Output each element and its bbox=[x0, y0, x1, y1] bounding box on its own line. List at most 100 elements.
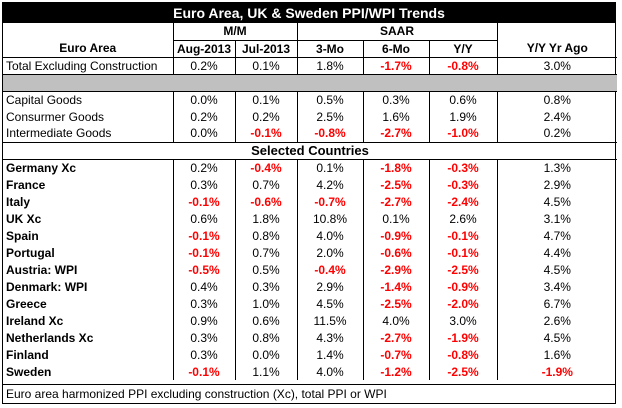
value-cell: 4.7% bbox=[496, 227, 618, 244]
value-cell: 2.6% bbox=[428, 210, 498, 227]
group-blank-right bbox=[496, 23, 618, 40]
value-cell: 4.2% bbox=[296, 176, 364, 193]
row-label: UK Xc bbox=[6, 211, 42, 226]
row-label: Spain bbox=[6, 228, 39, 243]
value-cell: 1.0% bbox=[234, 295, 298, 312]
group-header-row: M/M SAAR bbox=[3, 23, 618, 41]
row-label: France bbox=[6, 177, 46, 192]
table-title: Euro Area, UK & Sweden PPI/WPI Trends bbox=[3, 3, 615, 23]
value-cell: 0.3% bbox=[172, 176, 235, 193]
value-cell: 4.0% bbox=[362, 312, 430, 329]
table-row: Portugal -0.1% 0.7% 2.0% -0.6% -0.1% 4.4% bbox=[3, 244, 618, 261]
value-cell: -0.1% bbox=[428, 244, 498, 261]
value-cell: 4.5% bbox=[496, 329, 618, 346]
column-header: Jul-2013 bbox=[234, 40, 298, 58]
value-cell: -0.1% bbox=[234, 125, 298, 142]
value-cell: -0.5% bbox=[172, 261, 235, 278]
value-cell: -1.8% bbox=[362, 159, 430, 176]
table-row: Greece 0.3% 1.0% 4.5% -2.5% -2.0% 6.7% bbox=[3, 295, 618, 312]
value-cell: -0.1% bbox=[172, 244, 235, 261]
value-cell: -2.7% bbox=[362, 125, 430, 142]
value-cell: -1.2% bbox=[362, 363, 430, 380]
value-cell: 11.5% bbox=[296, 312, 364, 329]
section-row: Selected Countries bbox=[3, 141, 618, 160]
value-cell: 3.4% bbox=[496, 278, 618, 295]
value-cell: 3.0% bbox=[496, 57, 618, 74]
value-cell: -0.6% bbox=[362, 244, 430, 261]
table-row: France 0.3% 0.7% 4.2% -2.5% -0.3% 2.9% bbox=[3, 176, 618, 193]
row-label: Total Excluding Construction bbox=[6, 58, 158, 73]
value-cell: 1.8% bbox=[296, 57, 364, 74]
value-cell: 1.6% bbox=[496, 346, 618, 363]
value-cell: 0.2% bbox=[234, 108, 298, 125]
value-cell: 0.8% bbox=[234, 329, 298, 346]
value-cell: 1.3% bbox=[496, 159, 618, 176]
value-cell: 0.0% bbox=[172, 125, 235, 142]
footnote: Euro area harmonized PPI excluding const… bbox=[3, 384, 615, 403]
row-label: Sweden bbox=[6, 364, 52, 379]
group-blank bbox=[3, 23, 173, 40]
value-cell: -0.1% bbox=[172, 363, 235, 380]
value-cell: 1.1% bbox=[234, 363, 298, 380]
row-label: Capital Goods bbox=[6, 92, 83, 107]
row-label: Intermediate Goods bbox=[6, 126, 112, 141]
value-cell: 0.1% bbox=[296, 159, 364, 176]
value-cell: -1.4% bbox=[362, 278, 430, 295]
value-cell: 4.0% bbox=[296, 363, 364, 380]
value-cell: 0.3% bbox=[172, 329, 235, 346]
row-label: Denmark: WPI bbox=[6, 279, 88, 294]
value-cell: 0.1% bbox=[362, 210, 430, 227]
value-cell: -0.8% bbox=[428, 57, 498, 74]
value-cell: -1.7% bbox=[362, 57, 430, 74]
value-cell: -0.1% bbox=[172, 193, 235, 210]
value-cell: -0.3% bbox=[428, 159, 498, 176]
value-cell: 6.7% bbox=[496, 295, 618, 312]
value-cell: 1.9% bbox=[428, 108, 498, 125]
row-label: Greece bbox=[6, 296, 47, 311]
column-header: 3-Mo bbox=[296, 40, 364, 58]
value-cell: -0.4% bbox=[234, 159, 298, 176]
value-cell: 2.9% bbox=[296, 278, 364, 295]
table-row: Netherlands Xc 0.3% 0.8% 4.3% -2.7% -1.9% 4.5% bbox=[3, 329, 618, 346]
value-cell: 0.8% bbox=[496, 91, 618, 108]
value-cell: -0.6% bbox=[234, 193, 298, 210]
value-cell: 0.6% bbox=[172, 210, 235, 227]
value-cell: 2.0% bbox=[296, 244, 364, 261]
row-label: Italy bbox=[6, 194, 31, 209]
group-saar: SAAR bbox=[296, 23, 498, 41]
value-cell: 0.7% bbox=[234, 176, 298, 193]
row-label: Portugal bbox=[6, 245, 55, 260]
table-row: Denmark: WPI 0.4% 0.3% 2.9% -1.4% -0.9% 3.4% bbox=[3, 278, 618, 295]
table-row: UK Xc 0.6% 1.8% 10.8% 0.1% 2.6% 3.1% bbox=[3, 210, 618, 227]
value-cell: -2.5% bbox=[362, 176, 430, 193]
value-cell: -1.9% bbox=[496, 363, 618, 380]
row-label: Consurmer Goods bbox=[6, 109, 105, 124]
value-cell: -0.8% bbox=[296, 125, 364, 142]
value-cell: -0.3% bbox=[428, 176, 498, 193]
value-cell: 1.6% bbox=[362, 108, 430, 125]
value-cell: 0.0% bbox=[234, 346, 298, 363]
value-cell: 0.1% bbox=[234, 91, 298, 108]
value-cell: 10.8% bbox=[296, 210, 364, 227]
column-header: Euro Area bbox=[3, 40, 173, 58]
value-cell: -0.7% bbox=[362, 346, 430, 363]
value-cell: -0.1% bbox=[428, 227, 498, 244]
value-cell: 0.5% bbox=[296, 91, 364, 108]
value-cell: 0.6% bbox=[234, 312, 298, 329]
value-cell: -2.9% bbox=[362, 261, 430, 278]
column-header: Aug-2013 bbox=[172, 40, 235, 58]
column-header-row: Euro Area Aug-2013 Jul-2013 3-Mo 6-Mo Y/Y Y/Y … bbox=[3, 40, 618, 58]
row-label: Austria: WPI bbox=[6, 262, 78, 277]
value-cell: 4.5% bbox=[496, 261, 618, 278]
value-cell: -1.0% bbox=[428, 125, 498, 142]
value-cell: 1.4% bbox=[296, 346, 364, 363]
ppi-table-sheet: Euro Area, UK & Sweden PPI/WPI Trends M/… bbox=[2, 2, 618, 404]
column-header: Y/Y bbox=[428, 40, 498, 58]
row-label: Ireland Xc bbox=[6, 313, 64, 328]
table-row: Capital Goods 0.0% 0.1% 0.5% 0.3% 0.6% 0.8% bbox=[3, 91, 618, 108]
value-cell: -2.5% bbox=[362, 295, 430, 312]
value-cell: 0.5% bbox=[234, 261, 298, 278]
value-cell: 0.6% bbox=[428, 91, 498, 108]
separator-row bbox=[3, 73, 618, 92]
row-label: Netherlands Xc bbox=[6, 330, 94, 345]
